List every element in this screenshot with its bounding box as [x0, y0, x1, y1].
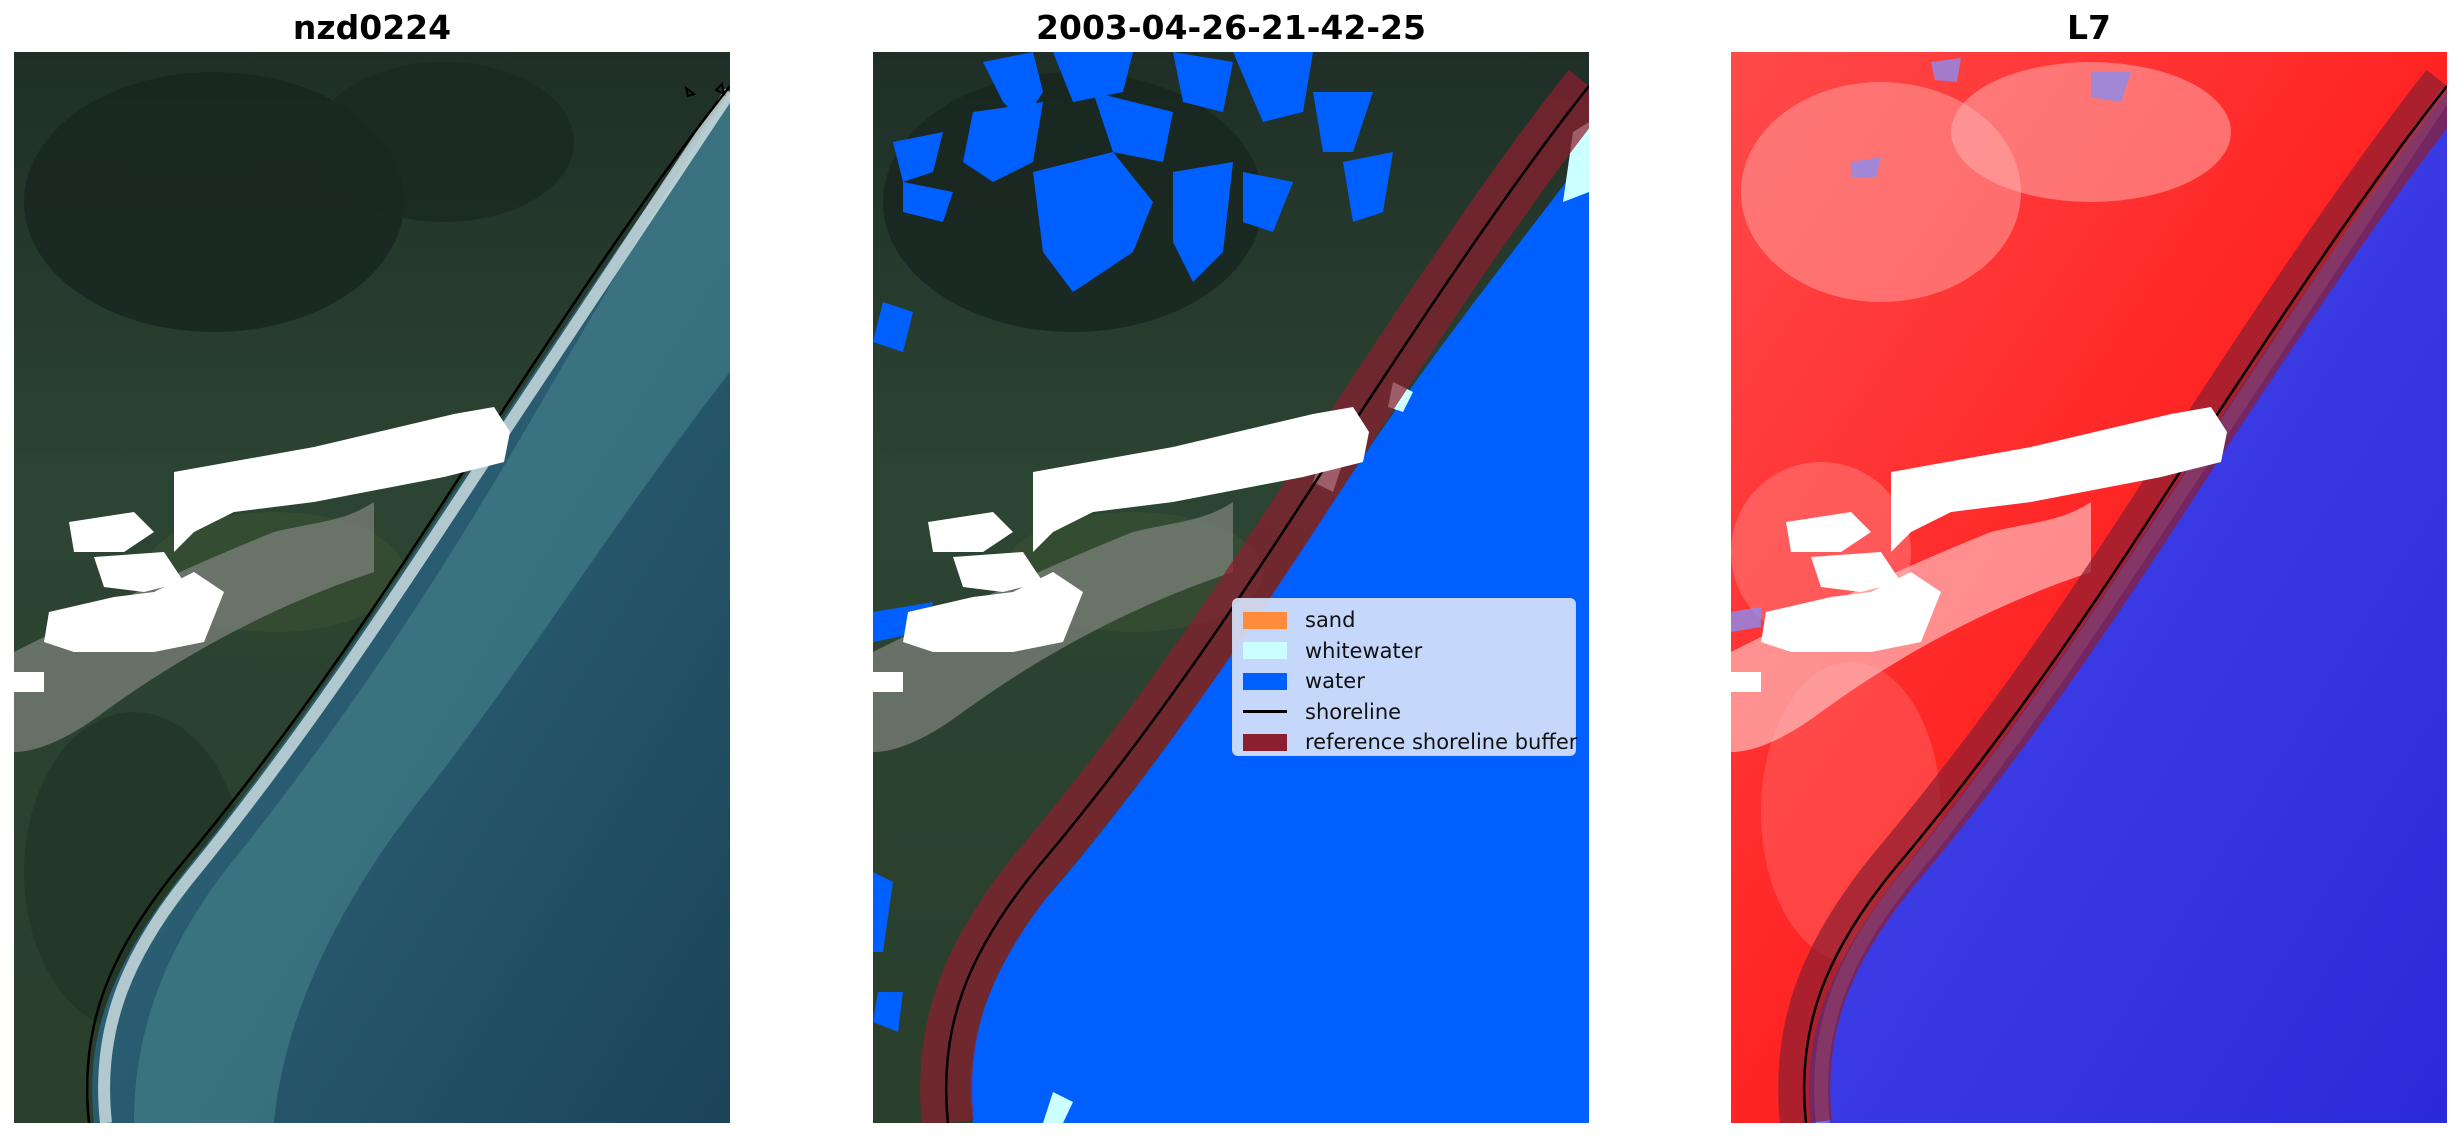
index-image — [1731, 52, 2447, 1123]
legend-label: whitewater — [1305, 638, 1423, 663]
panel-title-classified: 2003-04-26-21-42-25 — [1036, 8, 1426, 47]
sand-swatch-icon — [1243, 611, 1287, 629]
panel-title-rgb: nzd0224 — [292, 8, 452, 47]
cloud-mask — [14, 407, 510, 692]
whitewater-class — [1563, 122, 1589, 202]
index-image-panel — [1731, 52, 2447, 1123]
panel-title-index: L7 — [2067, 8, 2111, 47]
legend-label: sand — [1305, 608, 1356, 633]
buffer-swatch-icon — [1243, 733, 1287, 751]
cloud-mask — [873, 407, 1369, 692]
legend-label: shoreline — [1305, 699, 1402, 724]
rgb-image-panel — [14, 52, 730, 1123]
classified-image — [873, 52, 1589, 1123]
shoreline — [1802, 85, 2447, 1123]
legend-item-shoreline: shoreline — [1243, 697, 1565, 728]
legend-label: reference shoreline buffer — [1305, 730, 1578, 755]
legend-label: water — [1305, 669, 1365, 694]
legend-item-buffer: reference shoreline buffer — [1243, 727, 1577, 758]
legend-item-whitewater: whitewater — [1243, 636, 1565, 667]
classified-image-panel — [873, 52, 1589, 1123]
legend-item-water: water — [1243, 666, 1565, 697]
shoreline — [944, 85, 1589, 1123]
water-swatch-icon — [1243, 672, 1287, 690]
shoreline — [85, 85, 730, 1123]
rgb-image — [14, 52, 730, 1123]
cloud-mask — [1731, 407, 2227, 692]
legend-item-sand: sand — [1243, 605, 1565, 636]
legend: sand whitewater water shoreline referenc… — [1232, 598, 1577, 758]
whitewater-swatch-icon — [1243, 642, 1287, 660]
shoreline-line-icon — [1243, 710, 1287, 714]
